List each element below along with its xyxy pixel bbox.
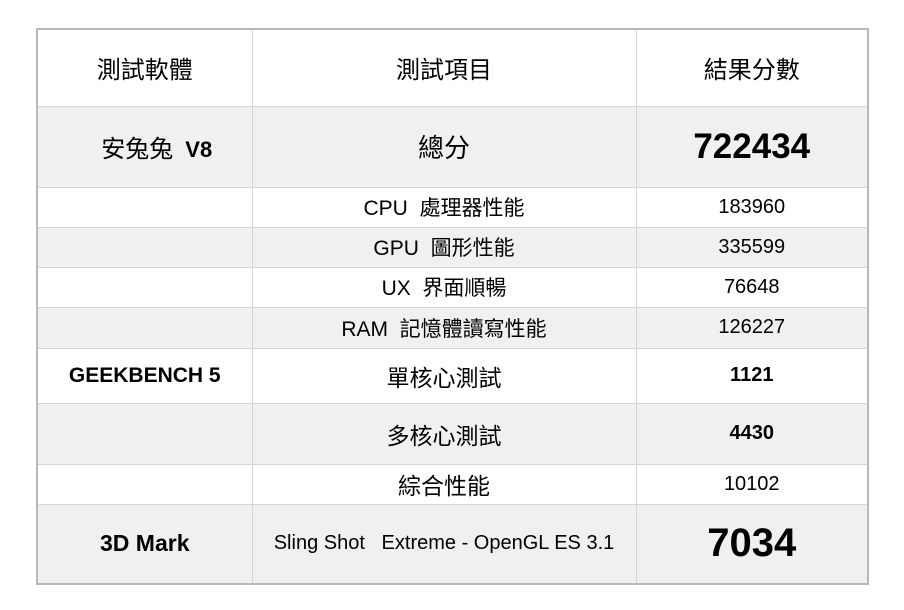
table-row-ram: RAM 記憶體讀寫性能 126227: [36, 306, 869, 349]
table-row-3dmark: 3D Mark Sling Shot Extreme - OpenGL ES 3…: [36, 503, 869, 585]
cell-item-ram: RAM 記憶體讀寫性能: [251, 306, 637, 349]
cell-software-empty: [36, 463, 253, 505]
cell-software-empty: [36, 186, 253, 228]
cell-item-slingshot: Sling Shot Extreme - OpenGL ES 3.1: [251, 503, 637, 585]
cell-item-total: 總分: [251, 105, 637, 188]
table-row-gpu: GPU 圖形性能 335599: [36, 226, 869, 268]
cell-score-ram: 126227: [635, 306, 869, 349]
cell-score-3dmark: 7034: [635, 503, 869, 585]
column-header-score: 結果分數: [635, 28, 869, 107]
table-row-cpu: CPU 處理器性能 183960: [36, 186, 869, 228]
cell-software-empty: [36, 306, 253, 349]
cell-score-multi-core: 4430: [635, 402, 869, 465]
cell-score-single-core: 1121: [635, 347, 869, 404]
cell-software-empty: [36, 226, 253, 268]
software-name: 安兔兔: [101, 137, 174, 163]
column-header-item: 測試項目: [251, 28, 637, 107]
cell-score-total: 722434: [635, 105, 869, 188]
cell-score-ux: 76648: [635, 266, 869, 308]
cell-item-cpu: CPU 處理器性能: [251, 186, 637, 228]
table-row-ux: UX 界面順暢 76648: [36, 266, 869, 308]
table-row-geekbench-combined: 綜合性能 10102: [36, 463, 869, 505]
benchmark-table: 測試軟體 測試項目 結果分數 安兔兔 V8 總分 722434 CPU 處理器性能…: [36, 28, 869, 585]
software-version: V8: [185, 137, 213, 162]
cell-software-empty: [36, 402, 253, 465]
cell-score-gpu: 335599: [635, 226, 869, 268]
cell-software-geekbench: GEEKBENCH 5: [36, 347, 253, 404]
cell-item-ux: UX 界面順暢: [251, 266, 637, 308]
cell-item-combined: 綜合性能: [251, 463, 637, 505]
cell-software-3dmark: 3D Mark: [36, 503, 253, 585]
cell-score-cpu: 183960: [635, 186, 869, 228]
cell-software-antutu: 安兔兔 V8: [36, 105, 253, 188]
cell-item-multi-core: 多核心測試: [251, 402, 637, 465]
table-row-geekbench-single: GEEKBENCH 5 單核心測試 1121: [36, 347, 869, 404]
cell-software-empty: [36, 266, 253, 308]
cell-item-gpu: GPU 圖形性能: [251, 226, 637, 268]
table-row-geekbench-multi: 多核心測試 4430: [36, 402, 869, 465]
column-header-software: 測試軟體: [36, 28, 253, 107]
table-header-row: 測試軟體 測試項目 結果分數: [36, 28, 869, 107]
table-row-antutu-total: 安兔兔 V8 總分 722434: [36, 105, 869, 188]
cell-item-single-core: 單核心測試: [251, 347, 637, 404]
cell-score-combined: 10102: [635, 463, 869, 505]
